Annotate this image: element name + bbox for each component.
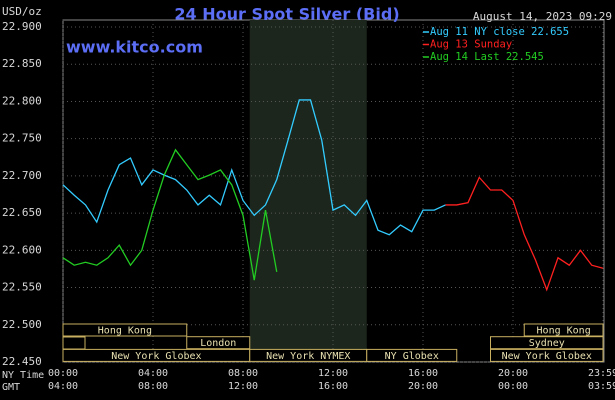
legend-entry: Aug 14 Last 22.545: [430, 51, 544, 63]
session-label: Sydney: [529, 338, 565, 349]
session-label: New York NYMEX: [266, 351, 350, 362]
legend-entry: Aug 13 Sunday: [430, 39, 512, 51]
y-tick-label: 22.700: [2, 169, 42, 182]
session-box: [366, 348, 458, 362]
y-tick-label: 22.650: [2, 206, 42, 219]
x-tick-label: 23:59: [588, 368, 615, 379]
x-tick-label-gmt: 04:00: [48, 381, 78, 392]
session-box: [490, 348, 604, 362]
session-box: [186, 336, 251, 350]
y-tick-label: 22.500: [2, 318, 42, 331]
session-label: London: [200, 338, 236, 349]
shaded-region: [249, 20, 367, 362]
y-tick-label: 22.450: [2, 355, 42, 368]
x-tick-label: 20:00: [498, 368, 528, 379]
y-tick-label: 22.750: [2, 132, 42, 145]
session-label: New York Globex: [111, 351, 201, 362]
x-tick-label-gmt: 20:00: [408, 381, 438, 392]
session-box: [62, 336, 86, 350]
chart-title: 24 Hour Spot Silver (Bid): [174, 5, 399, 24]
y-tick-label: 22.800: [2, 94, 42, 107]
series-line: [445, 176, 604, 292]
session-label: NY Globex: [385, 351, 439, 362]
session-label: Hong Kong: [537, 326, 591, 337]
x-row-label: GMT: [2, 382, 20, 393]
x-tick-label-gmt: 16:00: [318, 381, 348, 392]
y-tick-label: 22.600: [2, 243, 42, 256]
x-tick-label-gmt: 12:00: [228, 381, 258, 392]
y-axis-label: USD/oz: [2, 5, 42, 18]
session-label: New York Globex: [502, 351, 592, 362]
series-line: [62, 99, 446, 236]
x-tick-label: 16:00: [408, 368, 438, 379]
x-row-label: NY Time: [2, 370, 44, 381]
session-box: [490, 336, 604, 350]
session-box: [523, 323, 604, 337]
timestamp: August 14, 2023 09:29: [473, 10, 612, 23]
x-tick-label-gmt: 00:00: [498, 381, 528, 392]
session-box: [62, 323, 188, 337]
session-label: Hong Kong: [98, 326, 152, 337]
x-tick-label: 04:00: [138, 368, 168, 379]
x-tick-label: 00:00: [48, 368, 78, 379]
y-tick-label: 22.550: [2, 281, 42, 294]
x-tick-label: 08:00: [228, 368, 258, 379]
x-tick-label-gmt: 03:59: [588, 381, 615, 392]
series-line: [62, 148, 278, 281]
legend-entry: Aug 11 NY close 22.655: [430, 26, 569, 38]
x-tick-label: 12:00: [318, 368, 348, 379]
x-tick-label-gmt: 08:00: [138, 381, 168, 392]
y-tick-label: 22.900: [2, 20, 42, 33]
y-tick-label: 22.850: [2, 57, 42, 70]
watermark: www.kitco.com: [66, 38, 203, 57]
